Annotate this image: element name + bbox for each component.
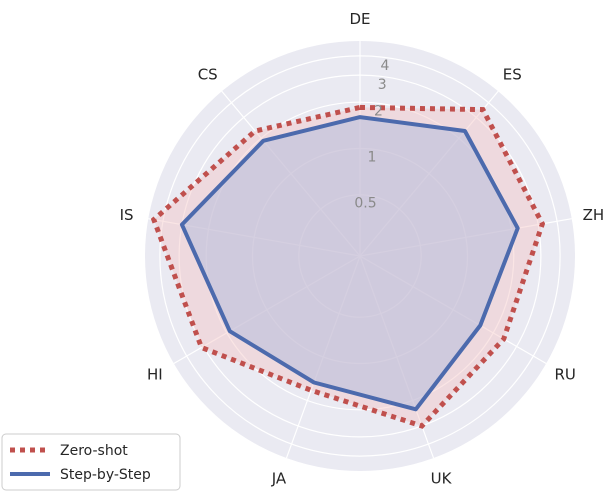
radial-tick-label: 1	[368, 150, 377, 166]
category-label-ru: RU	[554, 366, 575, 384]
radial-tick-label: 2	[374, 104, 383, 120]
series-lines	[150, 104, 546, 429]
legend: Zero-shot Step-by-Step	[1, 433, 181, 491]
category-label-hi: HI	[147, 366, 163, 384]
category-label-zh: ZH	[583, 206, 605, 224]
series-line-zero-shot	[150, 104, 546, 429]
category-label-ja: JA	[271, 470, 287, 488]
category-label-uk: UK	[431, 470, 453, 488]
radial-tick-label: 0.5	[354, 195, 376, 211]
radial-tick-label: 3	[378, 77, 387, 93]
legend-label-zero-shot: Zero-shot	[60, 443, 128, 459]
series-area-step-by-step	[181, 117, 518, 410]
category-label-de: DE	[349, 10, 370, 28]
category-label-is: IS	[120, 206, 134, 224]
category-labels: DE ES ZH RU UK JA HI IS CS	[120, 10, 605, 488]
category-label-cs: CS	[198, 65, 218, 83]
radial-tick-label: 4	[380, 58, 389, 74]
radial-tick-labels: 0.5 1 2 3 4	[354, 58, 389, 212]
category-label-es: ES	[503, 65, 522, 83]
series-line-step-by-step	[179, 115, 520, 412]
legend-label-step-by-step: Step-by-Step	[60, 467, 151, 483]
